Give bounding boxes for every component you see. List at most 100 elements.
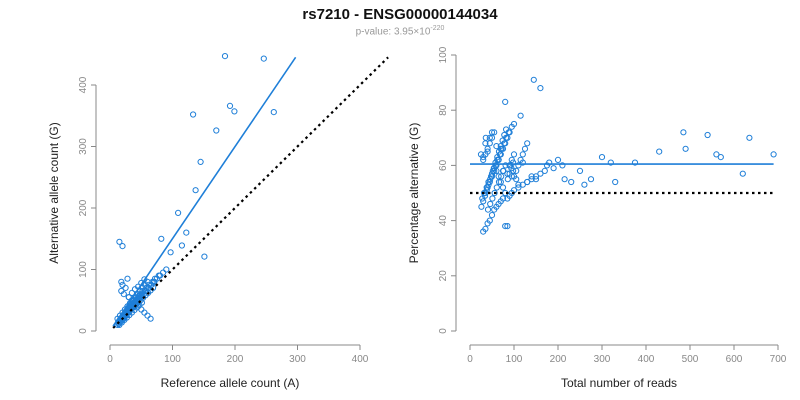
data-point	[598, 154, 606, 161]
data-point	[484, 206, 492, 213]
reference-line	[112, 56, 389, 329]
data-point	[508, 165, 515, 172]
data-point	[190, 111, 197, 118]
data-point	[151, 275, 159, 282]
data-point	[607, 159, 614, 166]
data-point	[517, 112, 524, 119]
y-tick-label: 80	[438, 104, 449, 116]
data-point	[493, 184, 500, 191]
data-point	[559, 162, 566, 169]
data-point	[499, 184, 507, 191]
x-tick-label: 600	[726, 354, 743, 365]
y-tick-label: 400	[78, 76, 89, 93]
data-point	[612, 178, 619, 186]
y-tick-label: 40	[438, 215, 449, 227]
data-point	[739, 170, 746, 177]
data-point	[484, 145, 491, 152]
data-point	[524, 140, 531, 147]
data-point	[482, 151, 489, 158]
data-point	[493, 162, 500, 169]
data-point	[139, 287, 146, 295]
x-tick-label: 400	[352, 354, 369, 365]
data-point	[183, 229, 190, 236]
data-point	[537, 170, 544, 177]
y-tick-label: 300	[78, 138, 89, 155]
y-axis-label: Alternative allele count (G)	[47, 122, 61, 263]
data-point	[480, 198, 487, 205]
scatter-plot-percentage: 0 100 200 300 400 500 600 700 0 20 40 60 80 100 Total …	[407, 46, 787, 390]
data-point	[498, 173, 505, 180]
data-point	[704, 131, 711, 139]
data-point	[502, 162, 509, 169]
data-point	[510, 151, 518, 158]
data-point	[510, 173, 518, 180]
data-point	[119, 243, 126, 250]
data-point	[502, 223, 509, 230]
data-point	[119, 281, 126, 288]
data-point	[489, 195, 496, 202]
data-point	[491, 129, 498, 136]
data-point	[478, 203, 485, 210]
y-tick-label: 100	[78, 261, 89, 278]
data-point	[530, 76, 537, 83]
data-point	[587, 176, 595, 183]
x-tick-label: 500	[682, 354, 699, 365]
x-tick-label: 100	[506, 354, 523, 365]
data-point	[270, 109, 277, 116]
x-tick-label: 300	[289, 354, 306, 365]
x-axis-label: Total number of reads	[561, 376, 677, 390]
data-point	[495, 156, 502, 163]
data-point	[513, 167, 520, 174]
data-point	[493, 143, 500, 150]
data-point	[682, 145, 689, 152]
data-point	[680, 129, 687, 136]
data-point	[546, 159, 553, 166]
data-point	[144, 312, 151, 319]
data-point	[770, 151, 777, 158]
data-point	[509, 159, 517, 166]
data-point	[502, 140, 509, 147]
chart-title: rs7210 - ENSG00000144034	[302, 6, 498, 23]
y-tick-label: 0	[438, 328, 449, 334]
data-point	[746, 134, 753, 141]
data-point	[488, 212, 496, 219]
data-point	[167, 249, 174, 256]
x-tick-label: 400	[638, 354, 655, 365]
data-point	[581, 181, 588, 188]
data-point	[504, 134, 511, 141]
data-point	[151, 278, 158, 285]
data-point	[482, 134, 489, 141]
data-point	[504, 223, 511, 230]
x-tick-label: 100	[164, 354, 181, 365]
pvalue-subtitle: p-value: 3.95×10-220	[0, 25, 800, 37]
data-point	[125, 294, 132, 301]
data-point	[504, 176, 511, 183]
data-point	[528, 173, 535, 180]
x-tick-label: 700	[770, 354, 787, 365]
fit-line	[112, 56, 297, 327]
data-point	[484, 184, 491, 191]
y-axis-label: Percentage alternative (G)	[407, 123, 421, 264]
data-point	[480, 156, 487, 163]
data-point	[260, 55, 267, 62]
data-point	[495, 178, 503, 186]
data-point	[147, 315, 154, 322]
data-point	[488, 173, 496, 180]
data-point	[541, 167, 548, 174]
x-tick-label: 0	[467, 354, 473, 365]
data-point	[120, 291, 127, 298]
data-point	[487, 200, 494, 208]
data-point	[515, 184, 522, 191]
data-point	[717, 154, 724, 161]
data-point	[491, 189, 498, 197]
data-point	[192, 187, 199, 194]
data-point	[499, 145, 507, 152]
x-tick-label: 300	[594, 354, 611, 365]
scatter-plot-allele-counts: 0 100 200 300 400 0 100 200 300 400 Reference alle…	[47, 53, 389, 390]
data-point	[482, 225, 489, 232]
data-point	[515, 181, 522, 188]
y-tick-label: 200	[78, 199, 89, 216]
data-point	[213, 127, 220, 134]
data-point	[500, 167, 507, 174]
data-point	[713, 151, 720, 158]
